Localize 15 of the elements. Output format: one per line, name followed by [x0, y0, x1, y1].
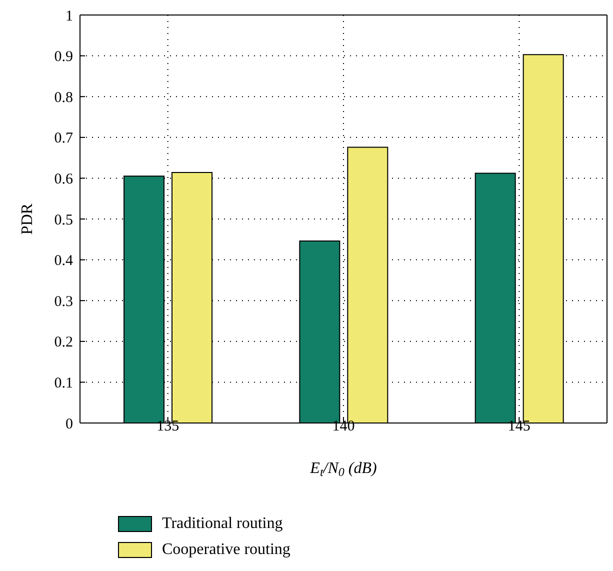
- y-tick-label: 0.6: [54, 172, 74, 188]
- y-tick-label: 0.2: [54, 334, 73, 351]
- y-tick-label: 0.1: [54, 376, 73, 392]
- x-axis-title: E$_{t}$/N$_{0}$ (dB): [309, 460, 377, 479]
- y-tick-label: 0.8: [54, 90, 73, 106]
- y-tick-label: 0.7: [54, 130, 74, 147]
- y-tick-label: 0.4: [54, 253, 74, 270]
- y-tick-label: 1: [66, 8, 73, 24]
- legend-label: Cooperative routing: [162, 541, 290, 559]
- y-tick-label: 0.9: [54, 49, 73, 66]
- y-tick-label: 0: [66, 416, 73, 432]
- y-axis-title: PDR: [19, 203, 36, 235]
- y-tick-label: 0.3: [54, 294, 73, 310]
- legend-label: Traditional routing: [162, 515, 283, 533]
- y-tick-label: 0.5: [54, 212, 73, 228]
